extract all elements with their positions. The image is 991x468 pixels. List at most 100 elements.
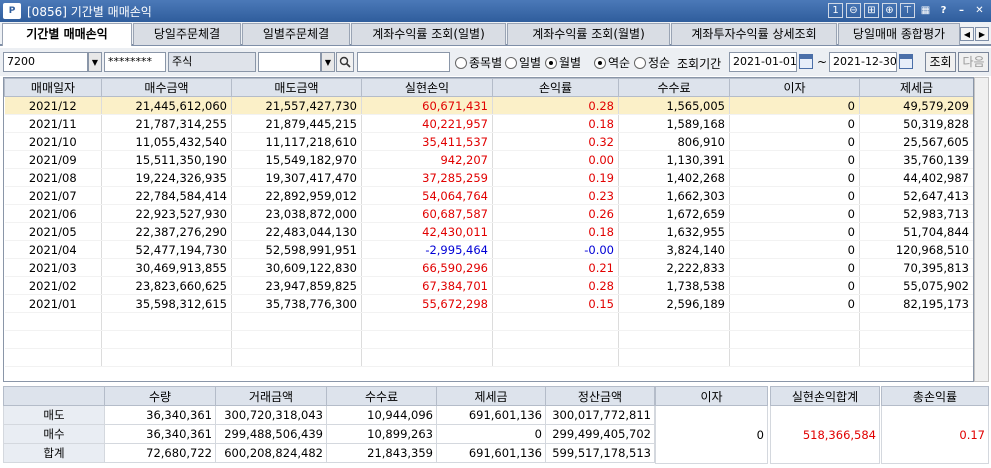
table-row[interactable]: 2021/03 30,469,913,855 30,609,122,830 66,59… [4, 258, 973, 277]
table-row[interactable]: 2021/04 52,477,194,730 52,598,991,951 -2,99… [4, 240, 973, 259]
radio-dot-descending[interactable] [594, 56, 606, 69]
cell-tax: 120,968,510 [859, 240, 973, 259]
tab-monthly-returns[interactable]: 계좌수익률 조회(월별) [507, 23, 670, 45]
search-icon[interactable] [336, 52, 354, 72]
tab-return-detail[interactable]: 계좌투자수익률 상세조회 [671, 23, 837, 45]
cell-interest: 0 [729, 204, 860, 223]
cell-interest: 0 [729, 132, 860, 151]
stock-name-field[interactable] [357, 52, 450, 72]
cell-pnl-rate: 0.00 [492, 150, 619, 169]
summary-cell-row-label: 합계 [3, 443, 105, 463]
cell-sell-amount: 15,549,182,970 [231, 150, 362, 169]
zoom-out-icon[interactable]: ⊖ [846, 3, 861, 18]
table-row[interactable]: 2021/11 21,787,314,255 21,879,445,215 40,22… [4, 114, 973, 133]
close-icon[interactable]: ✕ [975, 4, 984, 16]
table-row[interactable]: 2021/08 19,224,326,935 19,307,417,470 37,28… [4, 168, 973, 187]
table-row[interactable]: 2021/12 21,445,612,060 21,557,427,730 60,67… [4, 96, 973, 115]
cell-buy-amount: 35,598,312,615 [101, 294, 232, 313]
radio-monthly[interactable]: 월별 [545, 54, 581, 71]
cell-pnl-rate: 0.18 [492, 114, 619, 133]
num-one-icon[interactable]: 1 [828, 3, 843, 18]
total-rate-value: 0.17 [881, 405, 989, 464]
summary-row: 매수 36,340,361 299,488,506,439 10,899,263 0 29… [3, 424, 655, 444]
search-button[interactable]: 조회 [925, 52, 956, 72]
minimize-icon[interactable]: – [959, 4, 964, 16]
table-row[interactable]: 2021/01 35,598,312,615 35,738,776,300 55,67… [4, 294, 973, 313]
date-from-input[interactable]: 2021-01-01 [729, 52, 797, 72]
radio-dot-ascending[interactable] [634, 56, 646, 69]
cell-pnl-rate: 0.32 [492, 132, 619, 151]
grid-scrollbar[interactable] [974, 77, 989, 382]
table-row[interactable]: 2021/10 11,055,432,540 11,117,218,610 35,41… [4, 132, 973, 151]
cell-buy-amount: 21,445,612,060 [101, 96, 232, 115]
summary-panel: 수량 거래금액 수수료 제세금 정산금액 매도 36,340,361 300,720,318… [3, 386, 989, 466]
tab-today-summary[interactable]: 당일매매 종합평가 [838, 23, 960, 45]
empty-cell [231, 312, 362, 331]
summary-cell-commission: 21,843,359 [326, 443, 437, 463]
radio-daily[interactable]: 일별 [505, 54, 541, 71]
col-header-buy-amount[interactable]: 매수금액 [101, 78, 232, 97]
col-header-trade-date[interactable]: 매매일자 [4, 78, 102, 97]
table-row[interactable]: 2021/06 22,923,527,930 23,038,872,000 60,68… [4, 204, 973, 223]
zoom-in-icon[interactable]: ⊕ [882, 3, 897, 18]
title-bar: P [0856] 기간별 매매손익 1 ⊖ ⊞ ⊕ ⊤ ▦? – ✕ [0, 0, 991, 22]
radio-dot-by-stock[interactable] [455, 56, 467, 69]
cell-realized-pnl: 66,590,296 [361, 258, 493, 277]
plus-box-icon[interactable]: ⊞ [864, 3, 879, 18]
chevron-down-icon[interactable]: ▼ [321, 52, 335, 72]
summary-cell-trade-amount: 600,208,824,482 [215, 443, 327, 463]
next-button[interactable]: 다음 [958, 52, 989, 72]
calendar-icon[interactable] [799, 54, 813, 69]
table-row[interactable]: 2021/02 23,823,660,625 23,947,859,825 67,38… [4, 276, 973, 295]
empty-cell [859, 348, 973, 367]
date-to-input[interactable]: 2021-12-30 [829, 52, 897, 72]
radio-ascending[interactable]: 정순 [634, 54, 670, 71]
cell-pnl-rate: 0.19 [492, 168, 619, 187]
summary-cell-settlement-amount: 299,499,405,702 [545, 424, 655, 444]
cell-realized-pnl: 54,064,764 [361, 186, 493, 205]
cell-interest: 0 [729, 222, 860, 241]
tab-today-orders[interactable]: 당일주문체결 [133, 23, 241, 45]
table-row[interactable]: 2021/05 22,387,276,290 22,483,044,130 42,43… [4, 222, 973, 241]
total-rate-box: 총손익률 0.17 [881, 386, 989, 464]
radio-dot-monthly[interactable] [545, 56, 557, 69]
col-header-commission[interactable]: 수수료 [618, 78, 730, 97]
radio-descending[interactable]: 역순 [594, 54, 630, 71]
tab-daily-orders[interactable]: 일별주문체결 [242, 23, 350, 45]
empty-cell [361, 330, 493, 349]
col-header-interest[interactable]: 이자 [729, 78, 860, 97]
cell-trade-date: 2021/04 [4, 240, 102, 259]
account-number-input[interactable]: 7200 [3, 52, 88, 72]
empty-cell [859, 312, 973, 331]
empty-cell [231, 348, 362, 367]
radio-by-stock[interactable]: 종목별 [455, 54, 502, 71]
grid-icon[interactable]: ▦ [920, 4, 931, 16]
summary-row: 합계 72,680,722 600,208,824,482 21,843,359 691… [3, 443, 655, 463]
col-header-sell-amount[interactable]: 매도금액 [231, 78, 362, 97]
cell-buy-amount: 52,477,194,730 [101, 240, 232, 259]
stock-code-input[interactable] [258, 52, 321, 72]
col-header-pnl-rate[interactable]: 손익률 [492, 78, 619, 97]
col-header-tax[interactable]: 제세금 [859, 78, 973, 97]
cell-commission: 1,662,303 [618, 186, 730, 205]
radio-dot-daily[interactable] [505, 56, 517, 69]
calendar-icon[interactable] [899, 54, 913, 69]
cell-buy-amount: 21,787,314,255 [101, 114, 232, 133]
tab-prev-icon[interactable]: ◀ [960, 27, 974, 41]
table-row[interactable]: 2021/07 22,784,584,414 22,892,959,012 54,06… [4, 186, 973, 205]
tab-period-pnl[interactable]: 기간별 매매손익 [2, 23, 132, 46]
cell-buy-amount: 30,469,913,855 [101, 258, 232, 277]
empty-cell [101, 330, 232, 349]
table-row[interactable]: 2021/09 15,511,350,190 15,549,182,970 942,2… [4, 150, 973, 169]
cell-pnl-rate: -0.00 [492, 240, 619, 259]
cell-tax: 82,195,173 [859, 294, 973, 313]
password-input[interactable]: ******** [104, 52, 166, 72]
cell-commission: 1,565,005 [618, 96, 730, 115]
help-icon[interactable]: ? [940, 4, 947, 16]
col-header-realized-pnl[interactable]: 실현손익 [361, 78, 493, 97]
summary-header-trade-amount: 거래금액 [215, 386, 327, 406]
chevron-down-icon[interactable]: ▼ [88, 52, 102, 72]
tab-next-icon[interactable]: ▶ [975, 27, 989, 41]
pin-icon[interactable]: ⊤ [900, 3, 915, 18]
tab-daily-returns[interactable]: 계좌수익률 조회(일별) [351, 23, 506, 45]
